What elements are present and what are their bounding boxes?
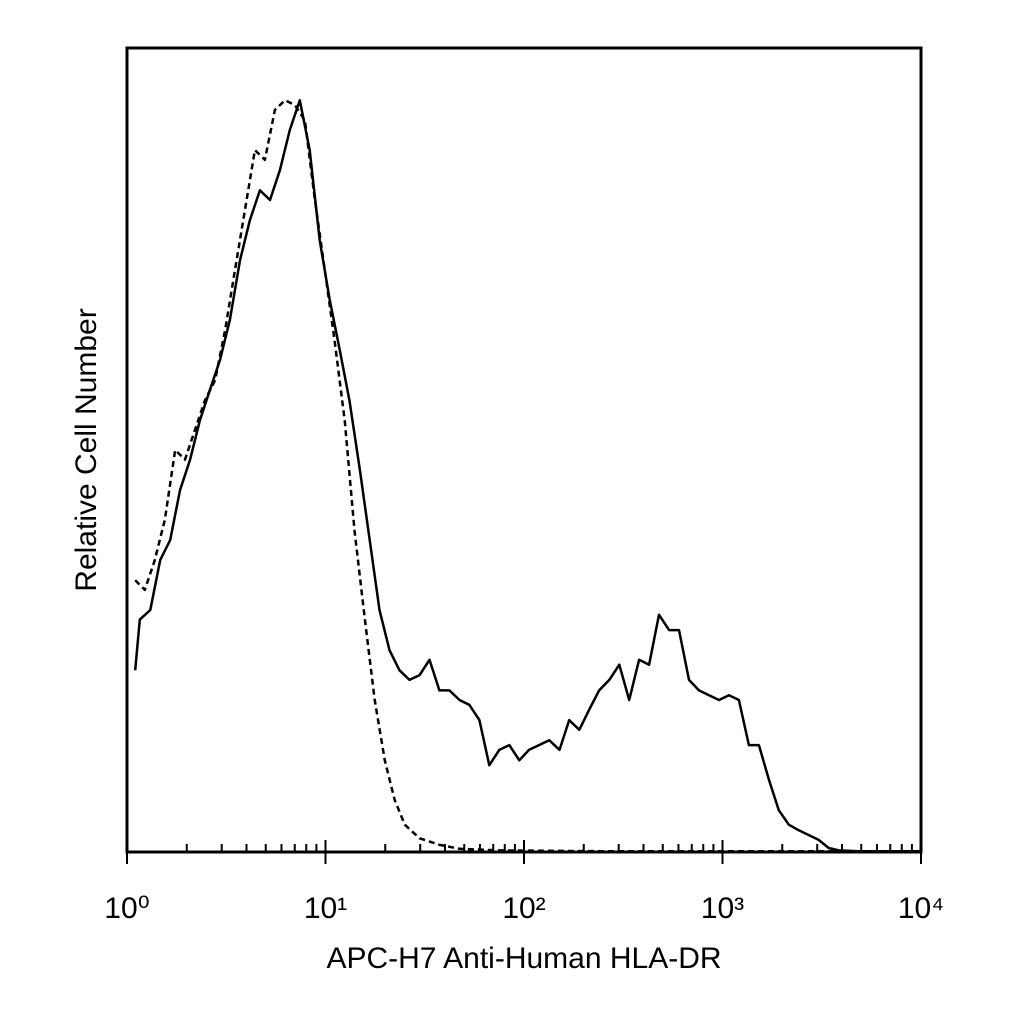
- x-tick-label: 10³: [701, 892, 744, 925]
- x-tick-label: 10⁴: [898, 892, 944, 925]
- x-tick-label: 10¹: [304, 892, 347, 925]
- histogram-line: [134, 99, 921, 853]
- x-tick-label: 10⁰: [104, 892, 149, 925]
- histogram-line: [133, 99, 921, 853]
- x-tick-label: 10²: [502, 892, 545, 925]
- y-axis-label: Relative Cell Number: [70, 308, 103, 591]
- plot-frame: [125, 46, 923, 854]
- x-axis-label: APC-H7 Anti-Human HLA-DR: [326, 942, 721, 975]
